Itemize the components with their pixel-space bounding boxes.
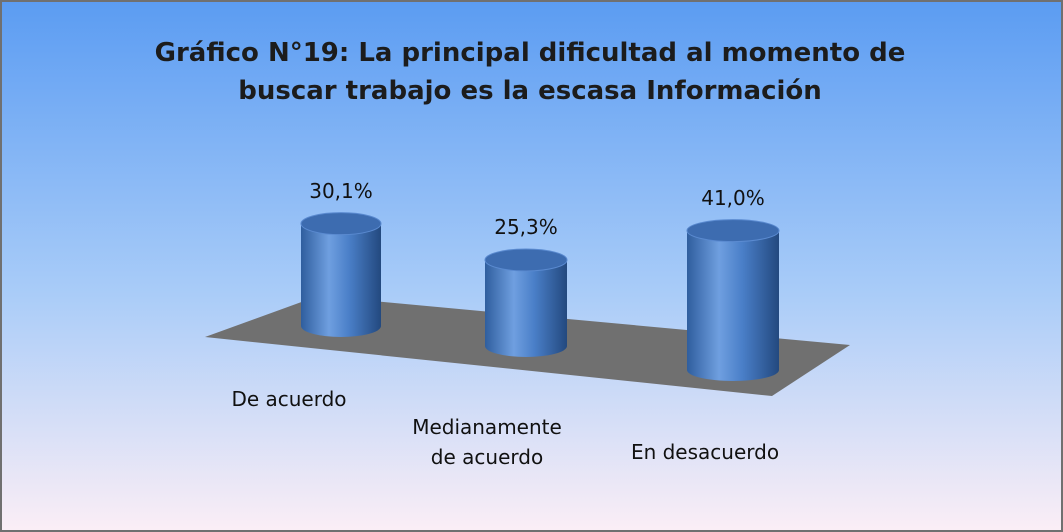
bar	[484, 248, 568, 357]
bar-top	[300, 212, 382, 236]
value-label: 41,0%	[701, 185, 765, 210]
bar-body	[687, 230, 779, 381]
bar-body	[485, 259, 567, 357]
bar-top	[484, 248, 568, 272]
x-tick-label: De acuerdo	[231, 387, 347, 411]
x-tick-label: En desacuerdo	[630, 440, 780, 464]
value-label: 25,3%	[494, 214, 558, 239]
x-tick-label: Medianamente de acuerdo	[412, 415, 562, 469]
value-label: 30,1%	[309, 178, 373, 203]
bar	[686, 219, 780, 381]
chart-title: Gráfico N°19: La principal dificultad al…	[154, 38, 906, 106]
bar-top	[686, 219, 780, 243]
bar-body	[301, 223, 381, 337]
bar	[300, 212, 382, 337]
